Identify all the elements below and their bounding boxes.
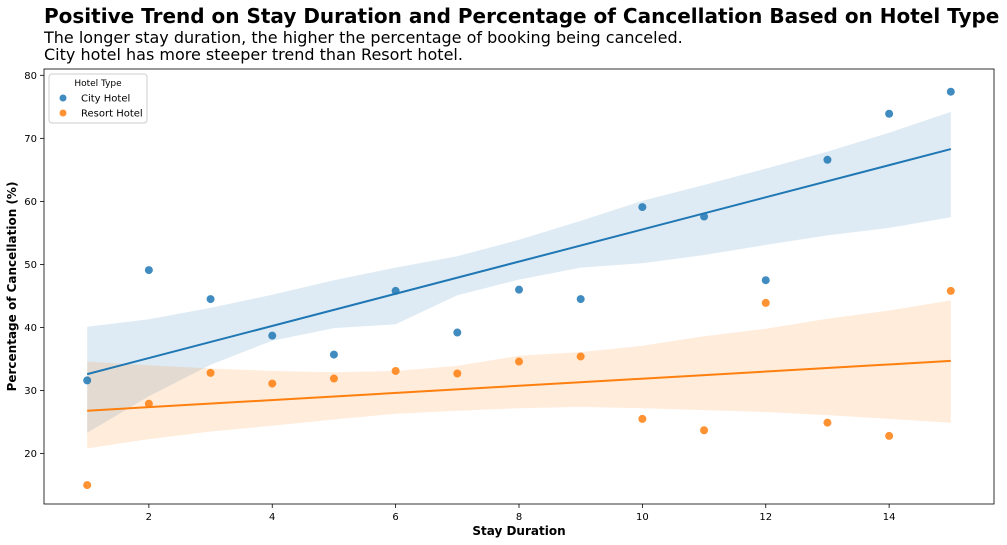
city-hotel-point <box>515 285 523 294</box>
resort-hotel-point <box>823 418 832 427</box>
city-hotel-point <box>453 328 462 337</box>
x-tick-label: 6 <box>392 512 398 523</box>
x-tick-label: 2 <box>146 512 152 523</box>
resort-hotel-regression-line <box>87 359 951 412</box>
y-axis: 20 30 40 50 60 70 80 <box>24 71 44 460</box>
city-hotel-point <box>638 203 647 212</box>
legend-label-city-hotel: City Hotel <box>81 94 130 105</box>
city-hotel-point <box>144 266 153 275</box>
city-hotel-point <box>83 376 92 385</box>
x-tick-label: 10 <box>636 512 649 523</box>
x-tick-label: 14 <box>883 512 896 523</box>
x-axis-label: Stay Duration <box>472 524 565 538</box>
city-hotel-point <box>329 350 338 359</box>
y-tick-label: 70 <box>24 134 37 145</box>
x-axis: 2 4 6 8 10 12 14 <box>146 504 896 523</box>
y-tick-label: 50 <box>24 260 37 271</box>
y-tick-label: 30 <box>24 386 37 397</box>
y-axis-label: Percentage of Cancellation (%) <box>5 182 19 392</box>
resort-hotel-point <box>515 357 523 366</box>
resort-hotel-point <box>946 286 955 295</box>
legend-marker-resort-hotel <box>59 109 67 117</box>
subtitle-line-1: The longer stay duration, the higher the… <box>44 28 683 47</box>
resort-hotel-point <box>144 399 153 408</box>
city-hotel-point <box>761 276 770 285</box>
city-hotel-point <box>206 295 215 304</box>
city-hotel-point <box>576 295 585 304</box>
x-tick-label: 8 <box>516 512 522 523</box>
resort-hotel-point <box>453 369 462 378</box>
resort-hotel-point <box>638 414 647 423</box>
legend-box <box>48 73 148 124</box>
city-hotel-point <box>268 331 277 340</box>
city-hotel-regression-line <box>86 148 952 376</box>
resort-hotel-point <box>206 368 215 377</box>
city-hotel-point <box>946 87 955 96</box>
resort-hotel-point <box>329 374 338 383</box>
resort-hotel-point <box>268 379 277 388</box>
city-hotel-point <box>823 155 832 164</box>
y-tick-label: 40 <box>24 323 37 334</box>
y-tick-label: 20 <box>24 449 37 460</box>
scatter-points <box>83 87 955 490</box>
chart-subtitle: The longer stay duration, the higher the… <box>44 29 683 63</box>
city-hotel-point <box>885 109 894 118</box>
resort-hotel-point <box>83 481 92 490</box>
resort-hotel-point <box>885 431 894 440</box>
legend-marker-city-hotel <box>59 94 67 102</box>
resort-hotel-point <box>700 426 709 435</box>
resort-hotel-point <box>391 366 400 375</box>
resort-hotel-point <box>761 298 770 307</box>
resort-hotel-confidence-band <box>87 300 951 449</box>
city-hotel-confidence-band <box>87 111 951 433</box>
x-tick-label: 12 <box>759 512 772 523</box>
resort-hotel-point <box>576 352 585 361</box>
x-tick-label: 4 <box>269 512 275 523</box>
regression-lines <box>86 148 952 412</box>
legend-title: Hotel Type <box>74 79 122 89</box>
y-tick-label: 80 <box>24 71 37 82</box>
legend: Hotel Type City Hotel Resort Hotel <box>48 73 148 124</box>
confidence-bands <box>87 111 951 449</box>
y-tick-label: 60 <box>24 197 37 208</box>
chart-title: Positive Trend on Stay Duration and Perc… <box>44 4 1000 28</box>
legend-label-resort-hotel: Resort Hotel <box>81 109 143 120</box>
subtitle-line-2: City hotel has more steeper trend than R… <box>44 45 463 64</box>
